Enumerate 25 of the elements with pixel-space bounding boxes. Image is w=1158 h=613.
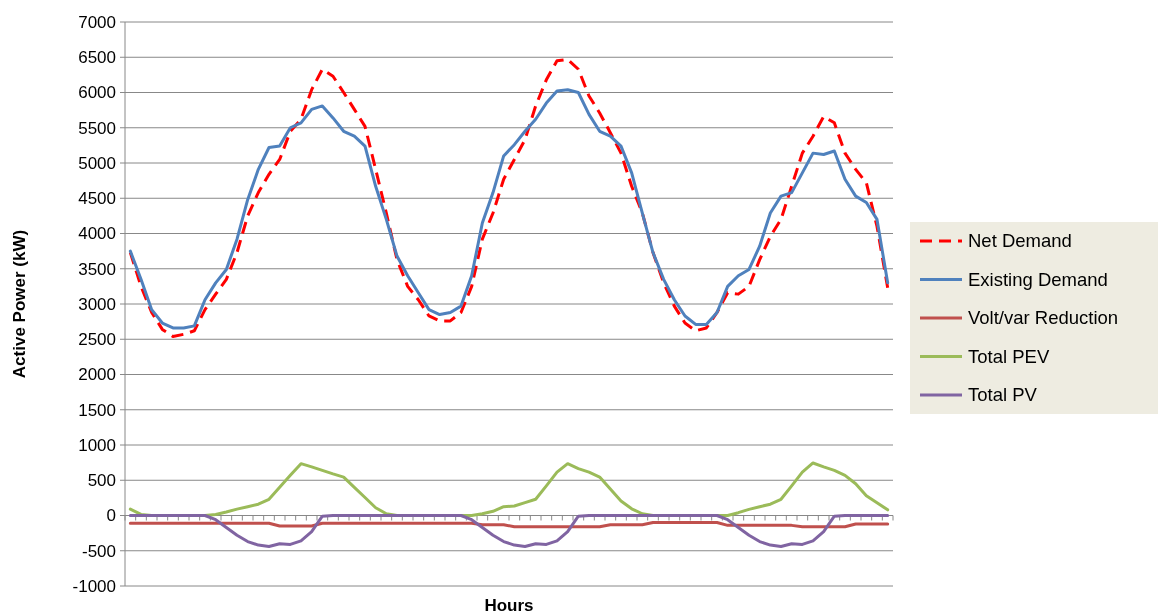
legend-label: Volt/var Reduction — [968, 307, 1119, 329]
y-tick-label: 2000 — [78, 365, 116, 385]
y-tick-label: 4500 — [78, 189, 116, 209]
legend-label: Total PV — [968, 384, 1038, 406]
y-tick-label: 1500 — [78, 400, 116, 420]
y-tick-label: 5000 — [78, 153, 116, 173]
y-tick-label: 2500 — [78, 330, 116, 350]
y-axis-title: Active Power (kW) — [10, 229, 29, 379]
x-axis-title: Hours — [484, 596, 534, 613]
y-tick-label: 0 — [106, 506, 116, 526]
legend-label: Total PEV — [968, 345, 1050, 367]
y-tick-label: 4000 — [78, 224, 116, 244]
y-tick-label: 1000 — [78, 435, 116, 455]
y-tick-label: 500 — [87, 471, 116, 491]
y-tick-label: -500 — [81, 541, 116, 561]
y-tick-label: -1000 — [72, 576, 116, 596]
y-tick-label: 6500 — [78, 48, 116, 68]
line-series — [128, 514, 890, 549]
y-tick-label: 5500 — [78, 118, 116, 138]
y-tick-label: 3000 — [78, 294, 116, 314]
legend-label: Existing Demand — [968, 268, 1108, 290]
y-tick-label: 6000 — [78, 83, 116, 103]
y-tick-label: 3500 — [78, 259, 116, 279]
y-tick-label: 7000 — [78, 12, 116, 32]
legend-label: Net Demand — [968, 230, 1072, 252]
